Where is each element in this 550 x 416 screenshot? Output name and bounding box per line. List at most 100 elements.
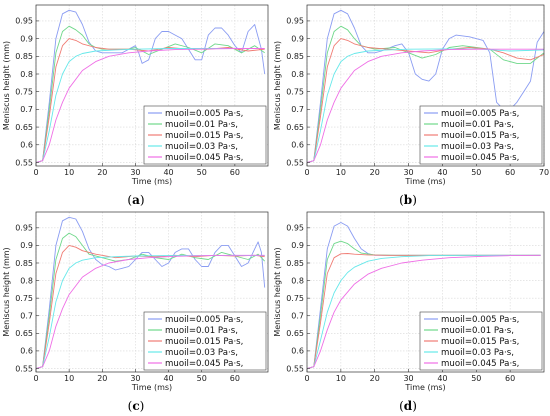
legend-label-5: muoil=0.045 Pa·s, xyxy=(165,359,243,369)
y-tick-label: 0.65 xyxy=(286,329,304,338)
y-tick-label: 0.9 xyxy=(20,34,33,43)
y-tick-label: 0.65 xyxy=(15,329,33,338)
legend-label-3: muoil=0.015 Pa·s, xyxy=(441,131,519,141)
y-tick-label: 0.7 xyxy=(291,312,304,321)
x-axis-label: Time (ms) xyxy=(131,383,172,392)
legend-label-3: muoil=0.015 Pa·s, xyxy=(165,337,243,347)
x-tick-label: 50 xyxy=(471,168,481,177)
panel-caption-close: ) xyxy=(140,193,145,207)
x-tick-label: 60 xyxy=(505,168,515,177)
y-tick-label: 0.55 xyxy=(15,364,33,373)
x-tick-label: 70 xyxy=(539,168,549,177)
y-tick-label: 0.85 xyxy=(286,259,304,268)
x-tick-label: 30 xyxy=(130,374,140,383)
series-line-5 xyxy=(35,48,265,163)
legend-label-4: muoil=0.03 Pa·s, xyxy=(165,142,238,152)
y-tick-label: 0.55 xyxy=(286,364,304,373)
panel-caption-open: ( xyxy=(399,399,404,413)
legend-label-5: muoil=0.045 Pa·s, xyxy=(441,153,519,163)
legend: muoil=0.005 Pa·s,muoil=0.01 Pa·s,muoil=0… xyxy=(143,105,267,165)
x-tick-label: 0 xyxy=(33,168,38,177)
panel-caption-open: ( xyxy=(399,193,404,207)
panel-caption-open: ( xyxy=(128,399,133,413)
y-axis-label: Meniscus height (mm) xyxy=(273,247,282,336)
series-line-4 xyxy=(306,254,541,369)
legend: muoil=0.005 Pa·s,muoil=0.01 Pa·s,muoil=0… xyxy=(419,105,543,165)
series-line-5 xyxy=(306,254,541,369)
x-tick-label: 40 xyxy=(437,168,447,177)
x-tick-label: 30 xyxy=(130,168,140,177)
panel-caption-close: ) xyxy=(140,399,145,413)
panel-caption-close: ) xyxy=(412,399,417,413)
plot-frame xyxy=(35,211,269,373)
plot-frame xyxy=(306,211,545,373)
legend-label-2: muoil=0.01 Pa·s, xyxy=(441,326,514,336)
x-tick-label: 0 xyxy=(304,374,309,383)
legend-box xyxy=(143,311,267,371)
x-tick-label: 20 xyxy=(97,374,107,383)
y-tick-label: 0.65 xyxy=(15,123,33,132)
panel-caption-close: ) xyxy=(412,193,417,207)
y-tick-label: 0.95 xyxy=(286,224,304,233)
y-tick-label: 0.8 xyxy=(291,276,304,285)
y-tick-label: 0.7 xyxy=(20,312,33,321)
x-tick-label: 50 xyxy=(471,374,481,383)
y-tick-label: 0.6 xyxy=(20,347,33,356)
y-tick-label: 0.65 xyxy=(286,123,304,132)
panel-caption: (d) xyxy=(399,399,417,413)
y-tick-label: 0.95 xyxy=(286,17,304,26)
panel-caption-letter: d xyxy=(404,399,413,413)
plot-frame xyxy=(306,4,545,167)
y-tick-label: 0.75 xyxy=(15,294,33,303)
legend-label-2: muoil=0.01 Pa·s, xyxy=(165,326,238,336)
y-axis-label: Meniscus height (mm) xyxy=(273,41,282,130)
x-tick-label: 40 xyxy=(437,374,447,383)
panel-caption: (a) xyxy=(127,193,144,207)
y-tick-label: 0.9 xyxy=(291,241,304,250)
legend-box xyxy=(419,311,543,371)
x-tick-label: 0 xyxy=(304,168,309,177)
legend-label-1: muoil=0.005 Pa·s, xyxy=(441,109,519,119)
x-tick-label: 10 xyxy=(336,168,346,177)
y-tick-label: 0.75 xyxy=(286,294,304,303)
y-tick-label: 0.75 xyxy=(286,87,304,96)
y-tick-label: 0.9 xyxy=(20,241,33,250)
legend-box xyxy=(419,105,543,165)
series-line-4 xyxy=(35,48,265,163)
legend-label-1: muoil=0.005 Pa·s, xyxy=(165,109,243,119)
y-tick-label: 0.85 xyxy=(286,52,304,61)
y-tick-label: 0.85 xyxy=(15,52,33,61)
series-line-3 xyxy=(306,38,545,163)
y-tick-label: 0.85 xyxy=(15,259,33,268)
x-tick-label: 50 xyxy=(197,168,207,177)
legend-label-5: muoil=0.045 Pa·s, xyxy=(165,153,243,163)
y-tick-label: 0.6 xyxy=(20,141,33,150)
series-line-5 xyxy=(35,254,265,369)
y-tick-label: 0.8 xyxy=(20,276,33,285)
series-line-5 xyxy=(306,48,544,163)
legend-label-4: muoil=0.03 Pa·s, xyxy=(441,348,514,358)
panel-caption: (c) xyxy=(128,399,145,413)
y-tick-label: 0.8 xyxy=(291,70,304,79)
chart-panel-c: 0 10 20 30 40 50 60 0.55 0.6 0.65 0.7 0.75 0.8 0.85 0.… xyxy=(2,211,269,413)
series-line-4 xyxy=(306,48,545,163)
y-tick-label: 0.6 xyxy=(291,141,304,150)
legend-label-1: muoil=0.005 Pa·s, xyxy=(441,315,519,325)
legend-label-3: muoil=0.015 Pa·s, xyxy=(441,337,519,347)
x-tick-label: 50 xyxy=(197,374,207,383)
legend-label-1: muoil=0.005 Pa·s, xyxy=(165,315,243,325)
x-tick-label: 10 xyxy=(64,168,74,177)
y-tick-label: 0.6 xyxy=(291,347,304,356)
legend-label-4: muoil=0.03 Pa·s, xyxy=(441,142,514,152)
y-tick-label: 0.95 xyxy=(15,17,33,26)
x-tick-label: 60 xyxy=(230,374,240,383)
panel-caption-letter: c xyxy=(132,399,139,413)
panel-caption-open: ( xyxy=(127,193,132,207)
y-tick-label: 0.7 xyxy=(20,105,33,114)
y-axis-label: Meniscus height (mm) xyxy=(2,247,11,336)
legend-label-4: muoil=0.03 Pa·s, xyxy=(165,348,238,358)
x-tick-label: 10 xyxy=(336,374,346,383)
x-tick-label: 20 xyxy=(370,168,380,177)
x-tick-label: 10 xyxy=(64,374,74,383)
y-tick-label: 0.95 xyxy=(15,224,33,233)
